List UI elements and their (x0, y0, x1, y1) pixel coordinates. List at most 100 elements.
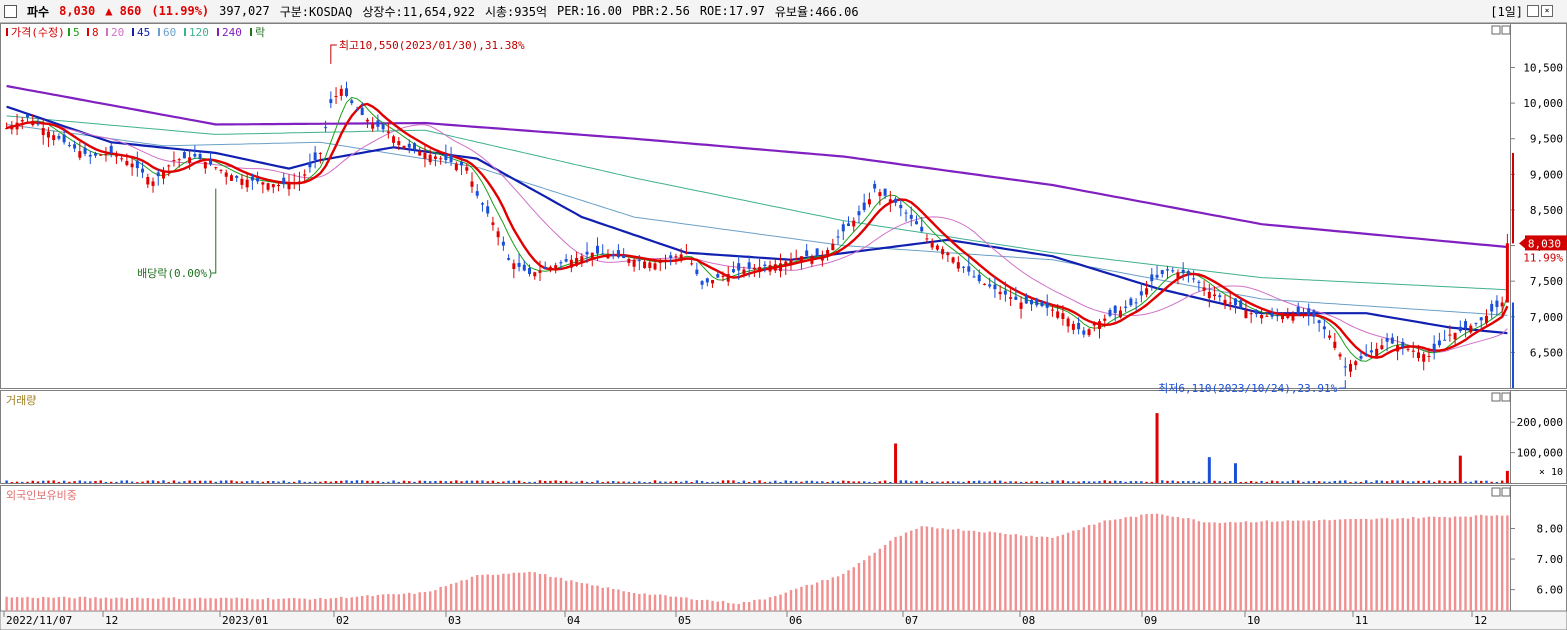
panel-close-icon (1501, 25, 1511, 35)
period-selector[interactable]: [1일] (1490, 4, 1523, 19)
foreign-bar (1302, 520, 1305, 611)
foreign-bar (951, 529, 955, 611)
volume-bar (1323, 481, 1326, 483)
volume-bar (402, 480, 406, 483)
foreign-bar (601, 587, 604, 611)
volume-bar (1474, 480, 1478, 483)
candle-body (1176, 272, 1180, 278)
foreign-bar (1485, 515, 1488, 611)
volume-bar (42, 480, 45, 483)
current-price-tag-label: 8,030 (1528, 237, 1561, 250)
volume-bar (1317, 481, 1321, 483)
foreign-bar (1176, 516, 1180, 611)
price-tick-label: 7,500 (1530, 275, 1563, 288)
foreign-bar (847, 570, 850, 611)
volume-bar (732, 480, 735, 483)
candle-body (245, 179, 249, 188)
foreign-bar (1469, 516, 1472, 611)
foreign-bar (993, 532, 997, 611)
x-tick-label: 05 (678, 614, 691, 627)
close-icon[interactable]: × (1541, 5, 1553, 17)
candle-body (951, 257, 955, 263)
volume-bar (632, 481, 636, 483)
volume-bar (690, 481, 693, 483)
foreign-bar (1004, 534, 1007, 611)
x-tick-label: 08 (1022, 614, 1035, 627)
candle-body (747, 262, 751, 269)
foreign-bar (402, 593, 406, 611)
candle-body (10, 125, 14, 130)
foreign-bar (5, 596, 8, 611)
candle-body (266, 183, 270, 190)
candle-body (277, 185, 281, 187)
candle-body (972, 276, 976, 278)
volume-bar (68, 481, 71, 483)
candle-body (329, 99, 333, 104)
volume-bar (146, 480, 150, 483)
foreign-bar (1218, 523, 1221, 611)
volume-bar (225, 480, 228, 483)
foreign-bar (146, 598, 150, 611)
candle-body (967, 266, 971, 272)
foreign-bar (183, 598, 186, 611)
candle-body (1364, 353, 1368, 356)
candle-body (616, 250, 620, 258)
range-bar-down (1512, 302, 1514, 388)
volume-bar (1218, 481, 1221, 483)
volume-bar (57, 481, 61, 483)
foreign-bar (821, 580, 824, 611)
legend-label: 60 (163, 26, 176, 39)
volume-bar (104, 481, 108, 483)
volume-bar (449, 481, 453, 483)
foreign-bar (570, 580, 573, 611)
foreign-bar (857, 562, 861, 611)
market-type: 구분:KOSDAQ (279, 4, 353, 19)
x-tick-label: 02 (336, 614, 349, 627)
candle-body (847, 223, 851, 226)
candle-body (1479, 317, 1483, 321)
ma60-line (6, 124, 1508, 316)
volume-bar (648, 482, 652, 483)
volume-bar (350, 480, 353, 483)
foreign-bar (73, 598, 76, 611)
candle-body (1030, 299, 1034, 305)
candle-body (172, 160, 176, 162)
volume-bar (779, 482, 782, 483)
select-checkbox[interactable] (4, 4, 17, 18)
foreign-bar (580, 583, 584, 611)
volume-bar (747, 481, 751, 483)
candle-body (496, 231, 500, 238)
candle-body (1155, 274, 1159, 278)
candle-body (1296, 306, 1300, 315)
candle-body (742, 269, 746, 274)
volume-bar (554, 480, 557, 483)
foreign-bar (627, 592, 631, 611)
legend-swatch (250, 28, 252, 36)
foreign-bar (219, 597, 223, 611)
foreign-bar (1370, 519, 1373, 611)
candle-body (1411, 350, 1415, 352)
x-tick-label: 04 (567, 614, 581, 627)
candle-body (690, 263, 694, 265)
volume-bar (256, 481, 259, 483)
stock-chart[interactable]: 10,50010,0009,5009,0008,5008,0007,5007,0… (0, 23, 1567, 630)
candle-body (517, 262, 521, 267)
foreign-bar (1453, 516, 1457, 611)
foreign-bar (1229, 521, 1232, 611)
foreign-bar (1244, 521, 1248, 611)
foreign-bar (120, 597, 123, 611)
foreign-bar (800, 586, 803, 611)
volume-bar (496, 481, 500, 483)
volume-bar (946, 481, 950, 483)
candle-body (20, 120, 24, 122)
volume-bar (502, 481, 505, 483)
foreign-bar (408, 592, 411, 611)
foreign-bar (779, 594, 782, 611)
volume-bar (664, 481, 667, 483)
restore-icon[interactable] (1527, 5, 1539, 17)
candle-body (700, 281, 704, 285)
volume-bar (1396, 480, 1399, 483)
legend-label: 락 (255, 26, 265, 39)
candle-body (632, 259, 636, 267)
foreign-bar (564, 580, 568, 611)
